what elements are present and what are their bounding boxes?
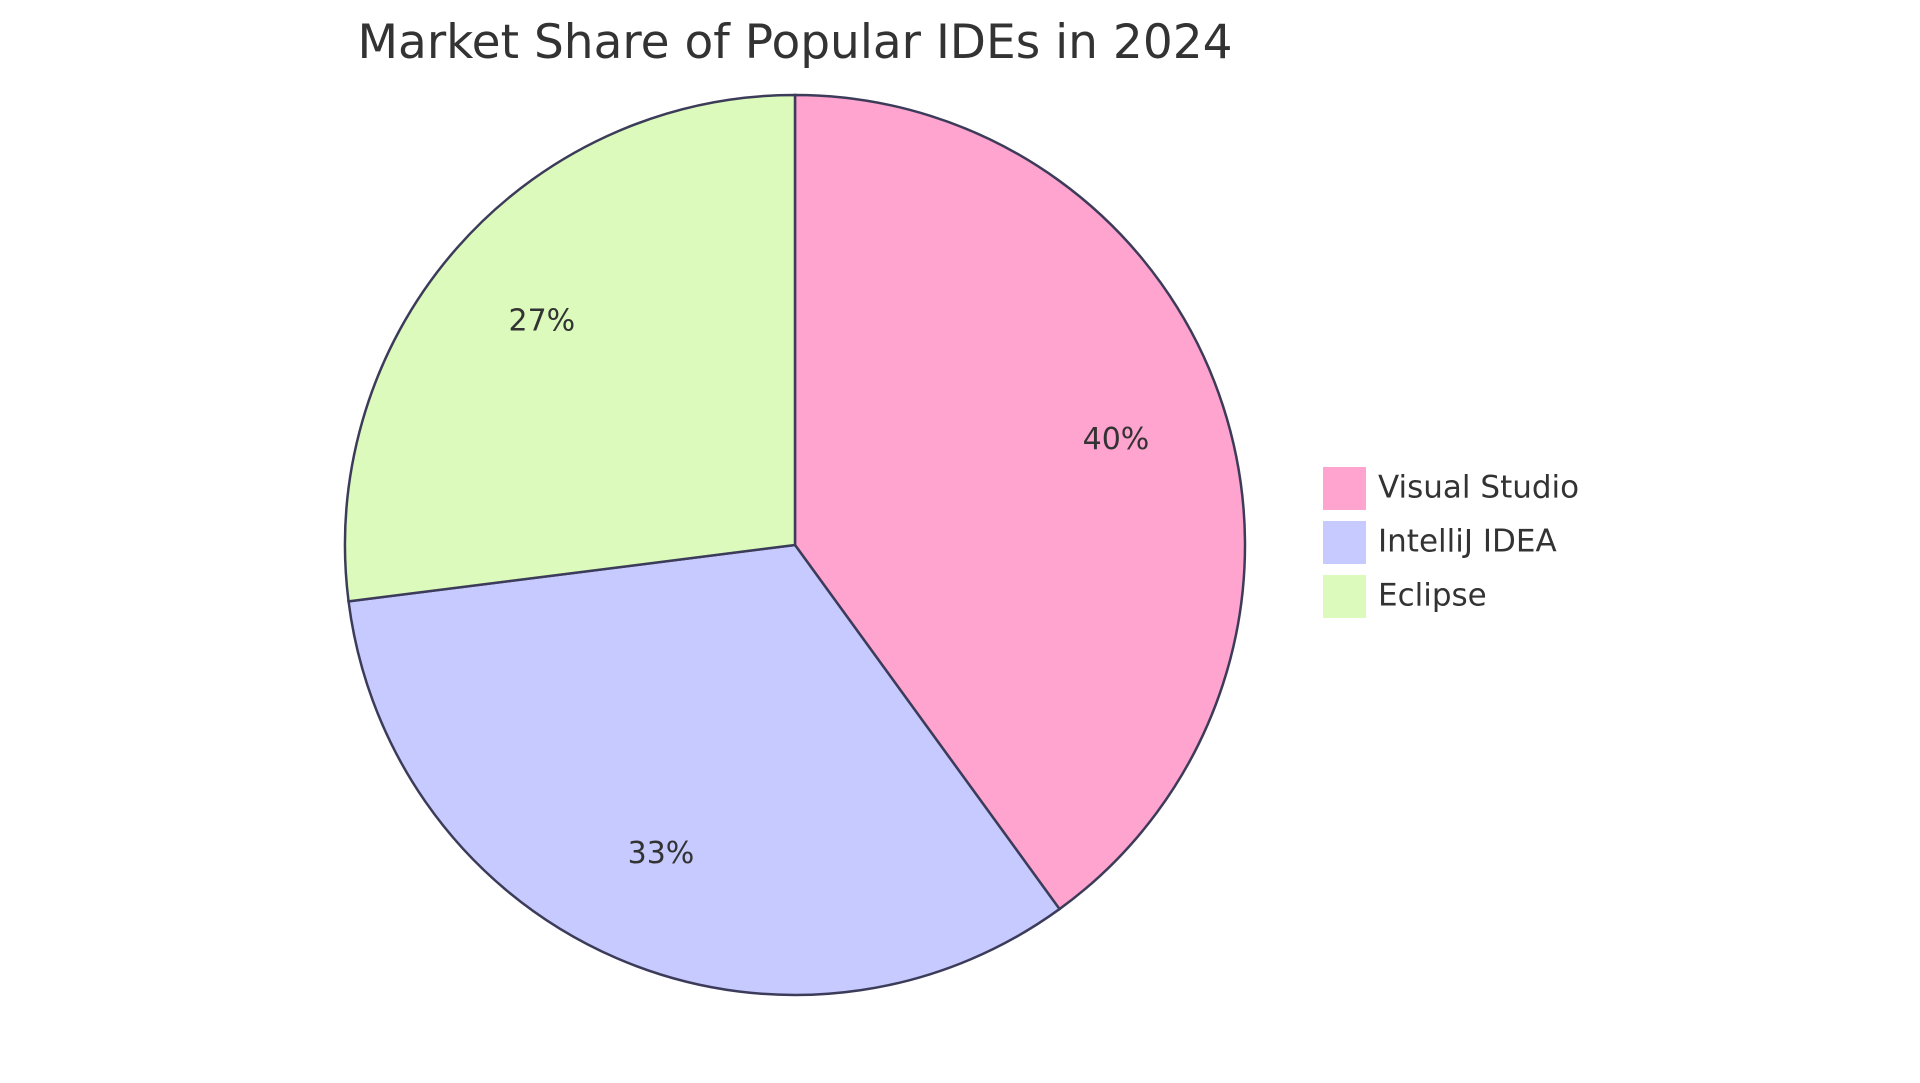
pie-slices [343,93,1247,997]
pie-slice-eclipse [343,93,797,603]
legend-swatch-intellij-idea [1321,519,1368,566]
legend-label-eclipse: Eclipse [1378,578,1487,614]
slice-label-visual-studio: 40% [1083,422,1150,457]
pie-slice-visual-studio [793,93,1247,911]
slice-label-intellij-idea: 33% [628,836,695,871]
legend-swatch-visual-studio [1321,465,1368,512]
pie-slice-labels: 40% 33% 27% [508,303,1149,871]
legend-swatch-eclipse [1321,573,1368,620]
legend-label-visual-studio: Visual Studio [1378,470,1579,506]
slice-label-eclipse: 27% [508,303,575,338]
pie-slice-intellij-idea [347,543,1062,997]
chart-title: Market Share of Popular IDEs in 2024 [357,15,1232,70]
legend: Visual Studio IntelliJ IDEA Eclipse [1321,465,1579,620]
legend-label-intellij-idea: IntelliJ IDEA [1378,524,1557,560]
